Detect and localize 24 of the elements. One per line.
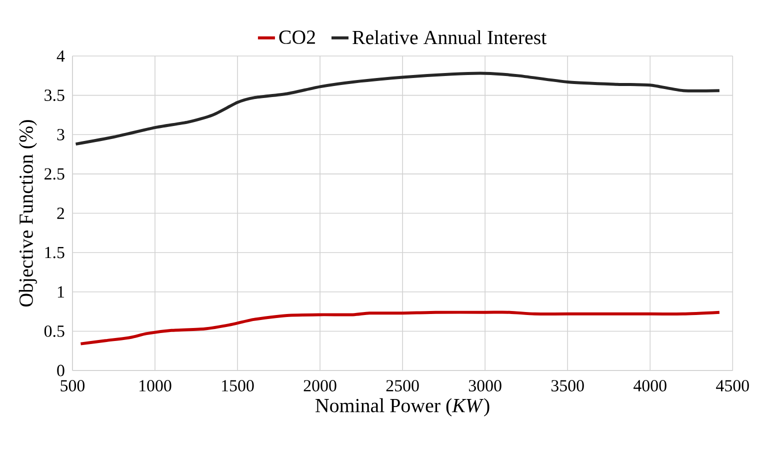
x-tick-label: 1000: [140, 380, 172, 392]
y-tick-label: 1: [58, 286, 64, 298]
y-tick-label: 0.5: [44, 325, 64, 337]
y-tick-label: 2: [57, 208, 64, 219]
line-series: [79, 310, 721, 346]
x-tick-label: 3500: [551, 380, 584, 392]
y-tick-label: 3: [57, 128, 64, 140]
y-tick-label: 0: [57, 364, 64, 376]
x-tick-label: 500: [60, 380, 85, 392]
y-tick-label: 2.5: [44, 168, 64, 180]
x-tick-label: 4000: [634, 380, 666, 392]
x-tick-label: 4500: [716, 380, 749, 392]
line-series: [74, 72, 721, 146]
y-axis-title: Objective Function (%): [18, 120, 37, 306]
legend-label: CO2: [279, 30, 315, 44]
x-axis-title: Nominal Power (KW): [316, 398, 490, 416]
y-tick-label: 3.5: [44, 90, 64, 102]
x-tick-label: 1500: [222, 380, 254, 392]
y-tick-label: 1.5: [45, 246, 64, 258]
y-tick-label: 4: [56, 50, 65, 62]
x-tick-label: 2500: [386, 380, 419, 392]
legend-label: Relative Annual Interest: [352, 30, 547, 44]
x-tick-label: 2000: [304, 380, 336, 392]
x-tick-label: 3000: [468, 380, 502, 392]
